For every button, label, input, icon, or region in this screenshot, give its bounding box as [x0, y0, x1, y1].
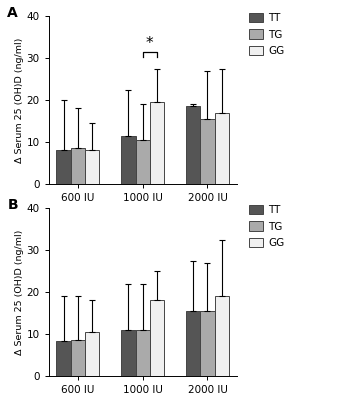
- Bar: [71, 340, 85, 376]
- Bar: [150, 102, 164, 184]
- Bar: [136, 140, 150, 184]
- Bar: [200, 119, 215, 184]
- Bar: [85, 332, 99, 376]
- Bar: [121, 330, 136, 376]
- Legend: TT, TG, GG: TT, TG, GG: [250, 13, 284, 56]
- Bar: [121, 136, 136, 184]
- Legend: TT, TG, GG: TT, TG, GG: [250, 205, 284, 248]
- Y-axis label: Δ Serum 25 (OH)D (ng/ml): Δ Serum 25 (OH)D (ng/ml): [15, 37, 24, 163]
- Bar: [85, 150, 99, 184]
- Text: *: *: [146, 36, 153, 51]
- Bar: [150, 300, 164, 376]
- Y-axis label: Δ Serum 25 (OH)D (ng/ml): Δ Serum 25 (OH)D (ng/ml): [15, 229, 24, 355]
- Bar: [186, 311, 200, 376]
- Bar: [215, 113, 229, 184]
- Text: A: A: [7, 6, 18, 20]
- Bar: [71, 148, 85, 184]
- Text: B: B: [7, 198, 18, 212]
- Bar: [200, 311, 215, 376]
- Bar: [136, 330, 150, 376]
- Bar: [186, 106, 200, 184]
- Bar: [215, 296, 229, 376]
- Bar: [56, 341, 71, 376]
- Bar: [56, 150, 71, 184]
